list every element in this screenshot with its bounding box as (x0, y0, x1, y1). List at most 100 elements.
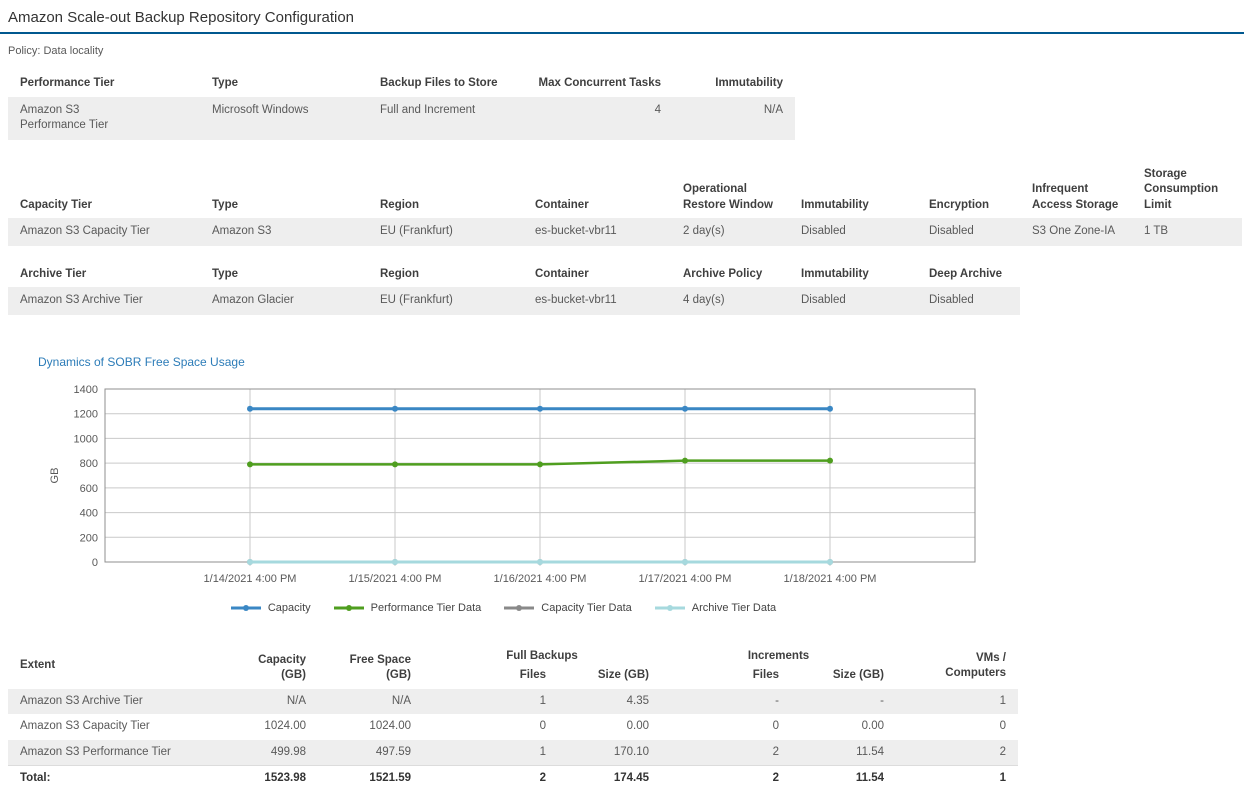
legend-line-swatch (504, 604, 535, 611)
cell-capacity: 1024.00 (264, 720, 306, 733)
col-performance-tier: Performance Tier (20, 77, 115, 89)
chart-canvas: 0 200 400 600 800 1000 1200 1400 1/14/2021 4:00 … (8, 379, 1244, 592)
cell-ia-storage: S3 One Zone-IA (1032, 225, 1116, 238)
performance-tier-table: Performance Tier Type Backup Files to St… (8, 73, 795, 140)
cell-inc-size: 11.54 (856, 745, 884, 758)
cell-fb-size: 170.10 (613, 745, 649, 758)
cell-fb-files: 0 (539, 720, 546, 733)
legend-item: Archive Tier Data (654, 602, 776, 614)
cell-immutability: Disabled (801, 225, 846, 238)
cell-max-tasks: 4 (654, 103, 661, 116)
cell-immutability: Disabled (801, 294, 846, 307)
cell-vms: 0 (999, 720, 1006, 733)
legend-label: Performance Tier Data (370, 601, 482, 614)
cell-fb-size: 4.35 (626, 694, 649, 707)
svg-text:1/15/2021 4:00 PM: 1/15/2021 4:00 PM (349, 573, 442, 585)
table-row: Amazon S3 Performance Tier 499.98 497.59… (8, 739, 1018, 766)
col-immutability: Immutability (715, 77, 783, 89)
svg-text:800: 800 (80, 458, 98, 470)
svg-text:1400: 1400 (74, 384, 98, 396)
col-archive-policy: Archive Policy (683, 267, 763, 280)
cell-free-space: 1024.00 (369, 720, 411, 733)
chart-legend: Capacity Performance Tier Data Capacity Ti… (8, 602, 998, 614)
cell-extent: Amazon S3 Capacity Tier (20, 720, 150, 733)
cell-capacity: 499.98 (270, 745, 306, 758)
cell-free-space: 497.59 (375, 745, 411, 758)
table-header-row: Capacity Tier Type Region Container Oper… (8, 164, 1242, 219)
col-container: Container (535, 267, 589, 280)
legend-label: Capacity (267, 601, 311, 614)
cell-fb-files: 1 (539, 745, 546, 758)
extent-summary-table: Extent Capacity (GB) Free Space (GB) Ful… (8, 646, 1018, 792)
cell-fb-size-total: 174.45 (558, 765, 661, 792)
col-immutability: Immutability (801, 198, 869, 211)
table-total-row: Total: 1523.98 1521.59 2 174.45 2 11.54 … (8, 765, 1018, 792)
cell-capacity-total: 1523.98 (238, 765, 318, 792)
cell-inc-size-total: 11.54 (791, 765, 896, 792)
cell-type: Amazon Glacier (212, 294, 294, 307)
cell-vms: 1 (999, 694, 1006, 707)
cell-container: es-bucket-vbr11 (535, 225, 617, 238)
col-region: Region (380, 267, 419, 280)
col-encryption: Encryption (929, 198, 990, 211)
cell-extent: Amazon S3 Performance Tier (20, 745, 171, 758)
cell-inc-size: - (880, 694, 884, 707)
col-max-tasks: Max Concurrent Tasks (538, 77, 662, 89)
col-ia-storage: Infrequent Access Storage (1032, 183, 1119, 211)
cell-tier-name: Amazon S3 Archive Tier (20, 294, 143, 307)
col-inc-size: Size (GB) (832, 669, 884, 682)
cell-inc-files: 0 (772, 720, 779, 733)
table-group-header-row: Extent Capacity (GB) Free Space (GB) Ful… (8, 646, 1018, 682)
group-full-backups: Full Backups (506, 649, 578, 662)
col-fb-files: Files (519, 669, 546, 682)
table-row: Amazon S3 Capacity Tier 1024.00 1024.00 … (8, 714, 1018, 740)
svg-text:0: 0 (92, 557, 98, 569)
cell-capacity: N/A (286, 694, 306, 707)
cell-immutability: N/A (763, 103, 783, 116)
col-restore-window: Operational Restore Window (683, 183, 773, 211)
svg-text:200: 200 (80, 532, 98, 544)
cell-consumption-limit: 1 TB (1144, 225, 1169, 238)
col-type: Type (212, 77, 238, 89)
cell-fb-size: 0.00 (626, 720, 649, 733)
legend-item: Capacity (230, 602, 311, 614)
cell-type: Microsoft Windows (212, 103, 309, 116)
col-backup-files: Backup Files to Store (380, 77, 498, 89)
col-free-space-gb: Free Space (GB) (349, 653, 411, 682)
col-inc-files: Files (752, 669, 779, 682)
svg-text:1/17/2021 4:00 PM: 1/17/2021 4:00 PM (639, 573, 732, 585)
legend-line-swatch (654, 604, 685, 611)
cell-region: EU (Frankfurt) (380, 294, 453, 307)
cell-backup-files: Full and Increment (380, 103, 476, 116)
table-row: Amazon S3 Capacity Tier Amazon S3 EU (Fr… (8, 218, 1242, 246)
cell-region: EU (Frankfurt) (380, 225, 453, 238)
table-header-row: Archive Tier Type Region Container Archi… (8, 264, 1020, 288)
svg-text:1/16/2021 4:00 PM: 1/16/2021 4:00 PM (494, 573, 587, 585)
col-type: Type (212, 198, 238, 211)
group-increments: Increments (747, 649, 810, 662)
col-immutability: Immutability (801, 267, 869, 280)
cell-free-space: N/A (391, 694, 411, 707)
svg-text:1/14/2021 4:00 PM: 1/14/2021 4:00 PM (204, 573, 297, 585)
svg-text:600: 600 (80, 482, 98, 494)
col-extent: Extent (20, 659, 56, 672)
col-container: Container (535, 198, 589, 211)
cell-inc-size: 0.00 (861, 720, 884, 733)
col-capacity-gb: Capacity (GB) (258, 653, 306, 682)
legend-label: Capacity Tier Data (541, 601, 632, 614)
cell-container: es-bucket-vbr11 (535, 294, 617, 307)
cell-type: Amazon S3 (212, 225, 272, 238)
col-consumption-limit: Storage Consumption Limit (1144, 167, 1219, 211)
policy-label: Policy: Data locality (8, 45, 104, 57)
cell-total-label: Total: (8, 765, 238, 792)
cell-deep-archive: Disabled (929, 294, 974, 307)
archive-tier-table: Archive Tier Type Region Container Archi… (8, 264, 1020, 315)
col-capacity-tier: Capacity Tier (20, 198, 93, 211)
svg-text:1000: 1000 (74, 433, 98, 445)
table-row: Amazon S3 Archive Tier Amazon Glacier EU… (8, 287, 1020, 315)
col-vms-computers: VMs / Computers (945, 651, 1006, 680)
table-row: Amazon S3 Archive Tier N/A N/A 1 4.35 - … (8, 688, 1018, 715)
legend-item: Performance Tier Data (333, 601, 482, 614)
cell-archive-policy: 4 day(s) (683, 294, 725, 307)
